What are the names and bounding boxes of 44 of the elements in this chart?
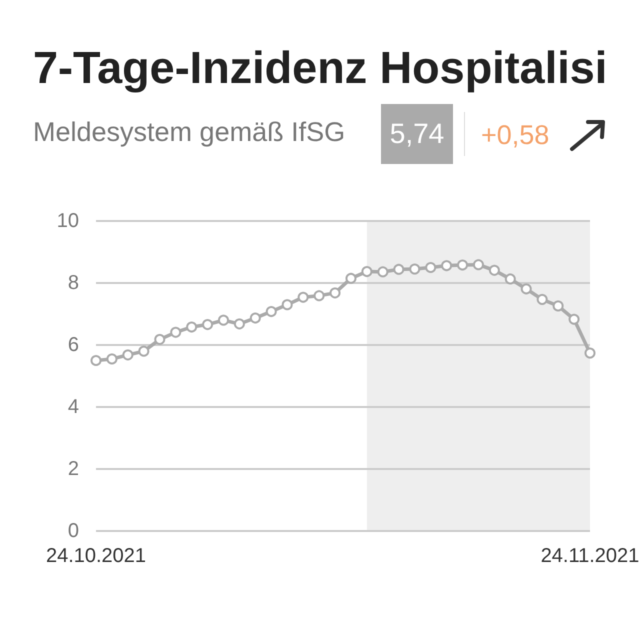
point [393, 264, 404, 275]
point [409, 264, 420, 275]
text: 5,74 [381, 104, 453, 164]
point [377, 266, 388, 278]
point [218, 314, 229, 326]
point [568, 314, 580, 325]
x-tick-label: 24.10.2021 [46, 545, 146, 567]
point [154, 334, 166, 345]
point [282, 299, 293, 310]
point [170, 326, 182, 338]
point [361, 266, 372, 278]
point [266, 306, 277, 318]
point [345, 272, 356, 284]
point [250, 312, 261, 324]
chart-title: 7-Tage-Inzidenz Hospitalisi [33, 42, 608, 94]
point [441, 260, 452, 272]
point [504, 273, 516, 284]
point [106, 353, 118, 364]
point [202, 319, 214, 330]
point [520, 283, 532, 294]
y-tick-label: 6 [68, 334, 79, 356]
y-tick-label: 10 [56, 210, 79, 232]
point [536, 294, 548, 305]
point [186, 322, 198, 333]
y-tick-label: 0 [68, 520, 79, 542]
point [584, 348, 596, 359]
y-tick-label: 4 [68, 396, 79, 418]
x-tick-label: 24.11.2021 [540, 545, 640, 567]
text: +0,58 [481, 120, 550, 151]
chart-subtitle: Meldesystem gemäß IfSG [33, 117, 346, 148]
point [298, 292, 309, 303]
y-tick-label: 2 [68, 458, 79, 480]
point [314, 290, 325, 302]
point [138, 346, 150, 357]
point [488, 264, 500, 276]
point [472, 259, 484, 270]
point [330, 287, 341, 298]
point [457, 260, 468, 271]
point [552, 300, 564, 312]
point [122, 349, 134, 360]
point [90, 355, 102, 366]
y-tick-label: 8 [68, 272, 79, 294]
point [425, 262, 436, 273]
point [234, 318, 245, 330]
